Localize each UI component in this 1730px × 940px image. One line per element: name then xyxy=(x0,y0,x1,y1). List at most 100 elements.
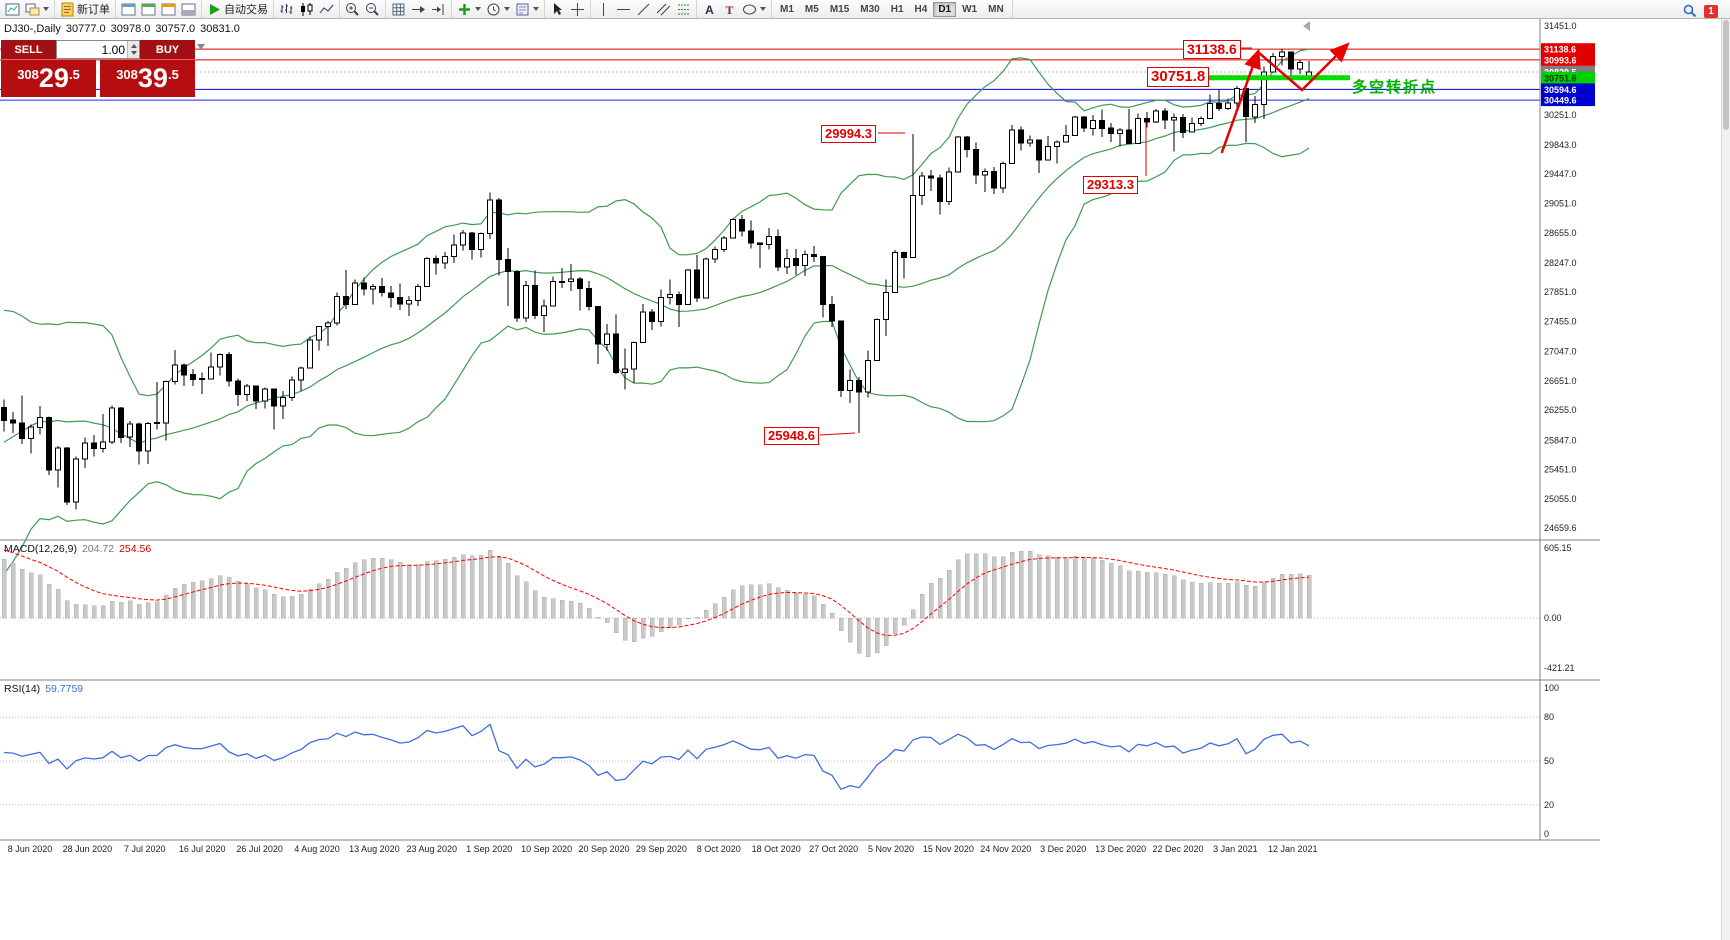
buy-price[interactable]: 308 39.5 xyxy=(100,60,195,97)
autotrading-button[interactable]: 自动交易 xyxy=(205,1,270,17)
svg-text:8 Oct 2020: 8 Oct 2020 xyxy=(697,844,741,854)
timeframe-m15[interactable]: M15 xyxy=(825,2,854,17)
toolbar-group xyxy=(386,0,452,18)
navigator-button[interactable] xyxy=(159,1,178,17)
volume-decrease-button[interactable] xyxy=(130,51,137,55)
auto-scroll-button[interactable] xyxy=(409,1,428,17)
cursor-button[interactable] xyxy=(548,1,567,17)
toolbar-right-icons: 1 xyxy=(1679,2,1718,20)
svg-text:30594.6: 30594.6 xyxy=(1544,85,1577,95)
timeframe-m5[interactable]: M5 xyxy=(800,2,824,17)
svg-text:24659.6: 24659.6 xyxy=(1544,523,1577,533)
shapes-button[interactable] xyxy=(740,1,768,17)
svg-text:A: A xyxy=(705,3,714,17)
timeframe-m1[interactable]: M1 xyxy=(775,2,799,17)
macd-histogram xyxy=(1,550,1312,657)
svg-text:25847.0: 25847.0 xyxy=(1544,435,1577,445)
sell-price[interactable]: 308 29.5 xyxy=(1,60,96,97)
time-axis[interactable]: 8 Jun 2020 28 Jun 2020 7 Jul 2020 16 Jul 20… xyxy=(8,844,1318,854)
price-annotation[interactable]: 25948.6 xyxy=(764,427,819,445)
autotrading-button-label: 自动交易 xyxy=(224,4,268,16)
chart-canvas[interactable]: 31451.0 30251.0 29843.0 29447.0 29051.0 28655… xyxy=(0,0,1600,860)
macd-main-value: 204.72 xyxy=(81,543,115,555)
rsi-name: RSI(14) xyxy=(4,683,41,695)
tile-windows-button[interactable] xyxy=(389,1,408,17)
crosshair-button[interactable] xyxy=(568,1,587,17)
timeframe-mn[interactable]: MN xyxy=(983,2,1009,17)
price-annotation[interactable]: 31138.6 xyxy=(1183,40,1241,59)
sell-button[interactable]: SELL xyxy=(1,40,56,59)
zoom-out-button[interactable] xyxy=(363,1,382,17)
text-label-button[interactable]: T xyxy=(720,1,739,17)
timeframe-w1[interactable]: W1 xyxy=(957,2,982,17)
chart-shift-button[interactable] xyxy=(429,1,448,17)
bar-chart-button[interactable] xyxy=(277,1,296,17)
pane-separators[interactable] xyxy=(0,18,1600,841)
svg-text:27455.0: 27455.0 xyxy=(1544,317,1577,327)
svg-text:0: 0 xyxy=(1544,829,1549,839)
data-window-button[interactable] xyxy=(139,1,158,17)
horizontal-line-button[interactable] xyxy=(614,1,633,17)
volume-increase-button[interactable] xyxy=(130,44,137,48)
vertical-line-button[interactable] xyxy=(594,1,613,17)
drawing-objects[interactable] xyxy=(819,42,1350,436)
price-axis[interactable]: 31451.0 30251.0 29843.0 29447.0 29051.0 28655… xyxy=(1544,21,1577,839)
price-annotation[interactable]: 29313.3 xyxy=(1083,176,1138,194)
line-chart-button[interactable] xyxy=(317,1,336,17)
volume-input[interactable] xyxy=(57,41,127,58)
new-order-button-label: 新订单 xyxy=(77,4,110,16)
svg-text:27851.0: 27851.0 xyxy=(1544,287,1577,297)
toolbar-group xyxy=(116,0,202,18)
terminal-button[interactable] xyxy=(179,1,198,17)
chart-profiles-button[interactable] xyxy=(23,1,51,17)
one-click-collapse-arrow[interactable] xyxy=(197,44,205,50)
price-annotation[interactable]: 29994.3 xyxy=(821,125,876,143)
svg-text:25451.0: 25451.0 xyxy=(1544,465,1577,475)
svg-text:8 Jun 2020: 8 Jun 2020 xyxy=(8,844,53,854)
chart-title: DJ30-,Daily 30777.0 30978.0 30757.0 30831.0 xyxy=(4,23,245,35)
rsi-value: 59.7759 xyxy=(45,683,84,695)
toolbar-group xyxy=(545,0,591,18)
svg-text:26651.0: 26651.0 xyxy=(1544,376,1577,386)
scrollbar[interactable] xyxy=(1721,0,1730,940)
chart-note-text[interactable]: 多空转折点 xyxy=(1352,79,1438,96)
search-icon[interactable] xyxy=(1679,2,1700,20)
toolbar-group xyxy=(0,0,55,18)
price-annotation[interactable]: 30751.8 xyxy=(1147,67,1210,87)
svg-text:3 Dec 2020: 3 Dec 2020 xyxy=(1040,844,1086,854)
svg-text:4 Aug 2020: 4 Aug 2020 xyxy=(294,844,340,854)
timeframe-h4[interactable]: H4 xyxy=(910,2,933,17)
toolbar-group xyxy=(274,0,340,18)
scrollbar-thumb[interactable] xyxy=(1723,20,1729,130)
new-order-button[interactable]: 新订单 xyxy=(58,1,112,17)
timeframe-m30[interactable]: M30 xyxy=(855,2,884,17)
market-watch-button[interactable] xyxy=(119,1,138,17)
text-button[interactable]: A xyxy=(700,1,719,17)
svg-text:29 Sep 2020: 29 Sep 2020 xyxy=(636,844,687,854)
indicators-button[interactable] xyxy=(455,1,483,17)
timeframe-d1[interactable]: D1 xyxy=(933,1,957,17)
svg-text:30251.0: 30251.0 xyxy=(1544,110,1577,120)
zoom-in-button[interactable] xyxy=(343,1,362,17)
rsi-line xyxy=(3,723,1310,791)
trendline-button[interactable] xyxy=(634,1,653,17)
svg-text:24 Nov 2020: 24 Nov 2020 xyxy=(980,844,1031,854)
buy-button[interactable]: BUY xyxy=(140,40,195,59)
candlestick-chart-button[interactable] xyxy=(297,1,316,17)
open-value: 30777.0 xyxy=(65,23,106,35)
fibonacci-button[interactable] xyxy=(674,1,693,17)
channel-button[interactable] xyxy=(654,1,673,17)
macd-signal-line xyxy=(3,549,1310,637)
buy-label: BUY xyxy=(155,43,180,56)
periods-button[interactable] xyxy=(484,1,512,17)
new-chart-button[interactable] xyxy=(3,1,22,17)
notification-badge[interactable]: 1 xyxy=(1704,4,1718,18)
svg-text:15 Nov 2020: 15 Nov 2020 xyxy=(923,844,974,854)
rsi-level-lines xyxy=(0,716,1540,806)
templates-button[interactable] xyxy=(513,1,541,17)
bollinger-bands[interactable] xyxy=(3,48,1310,575)
svg-text:12 Jan 2021: 12 Jan 2021 xyxy=(1268,844,1318,854)
timeframe-group: M1 M5 M15 M30 H1 H4 D1 W1 MN xyxy=(772,0,1013,18)
timeframe-h1[interactable]: H1 xyxy=(886,2,909,17)
